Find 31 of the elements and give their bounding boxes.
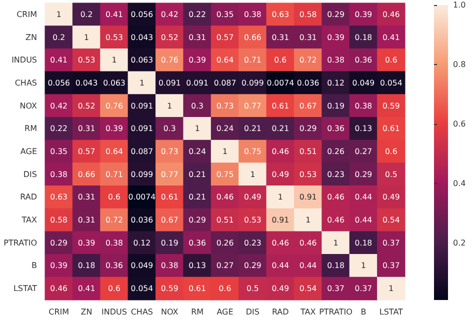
x-tick-label: NOX	[160, 308, 179, 316]
y-tick-label: ZN	[26, 32, 38, 42]
x-tick-label: RAD	[272, 308, 289, 316]
x-tick-label: INDUS	[102, 308, 127, 316]
color-bar-label: 0.6	[453, 119, 466, 128]
y-tick-label: INDUS	[12, 56, 37, 65]
x-tick-label: RM	[191, 308, 204, 316]
y-tick-label: RM	[24, 124, 38, 134]
x-tick-label: PTRATIO	[319, 308, 352, 316]
y-tick-label: RAD	[20, 192, 37, 202]
color-bar-label: 1.0	[453, 0, 466, 10]
x-tick-label: LSTAT	[379, 308, 404, 316]
x-tick-label: CRIM	[48, 308, 70, 316]
y-tick-label: CRIM	[16, 10, 38, 19]
color-bar-label: 0.8	[453, 60, 466, 69]
y-tick-label: NOX	[20, 101, 38, 110]
y-tick-label: DIS	[23, 170, 37, 179]
x-tick-label: AGE	[216, 308, 234, 316]
x-tick-label: CHAS	[130, 308, 153, 316]
y-tick-label: PTRATIO	[4, 238, 37, 248]
x-tick-label: TAX	[299, 308, 316, 316]
y-tick-label: TAX	[20, 216, 38, 225]
y-tick-label: AGE	[20, 147, 37, 156]
color-bar-label: 0.4	[453, 178, 466, 188]
y-tick-label: LSTAT	[13, 284, 38, 294]
color-bar-label: 0.2	[453, 238, 466, 248]
x-tick-label: ZN	[80, 308, 92, 316]
x-tick-label: DIS	[246, 308, 260, 316]
x-tick-label: B	[360, 308, 366, 316]
y-tick-label: CHAS	[14, 78, 37, 88]
y-tick-label: B	[32, 261, 37, 270]
